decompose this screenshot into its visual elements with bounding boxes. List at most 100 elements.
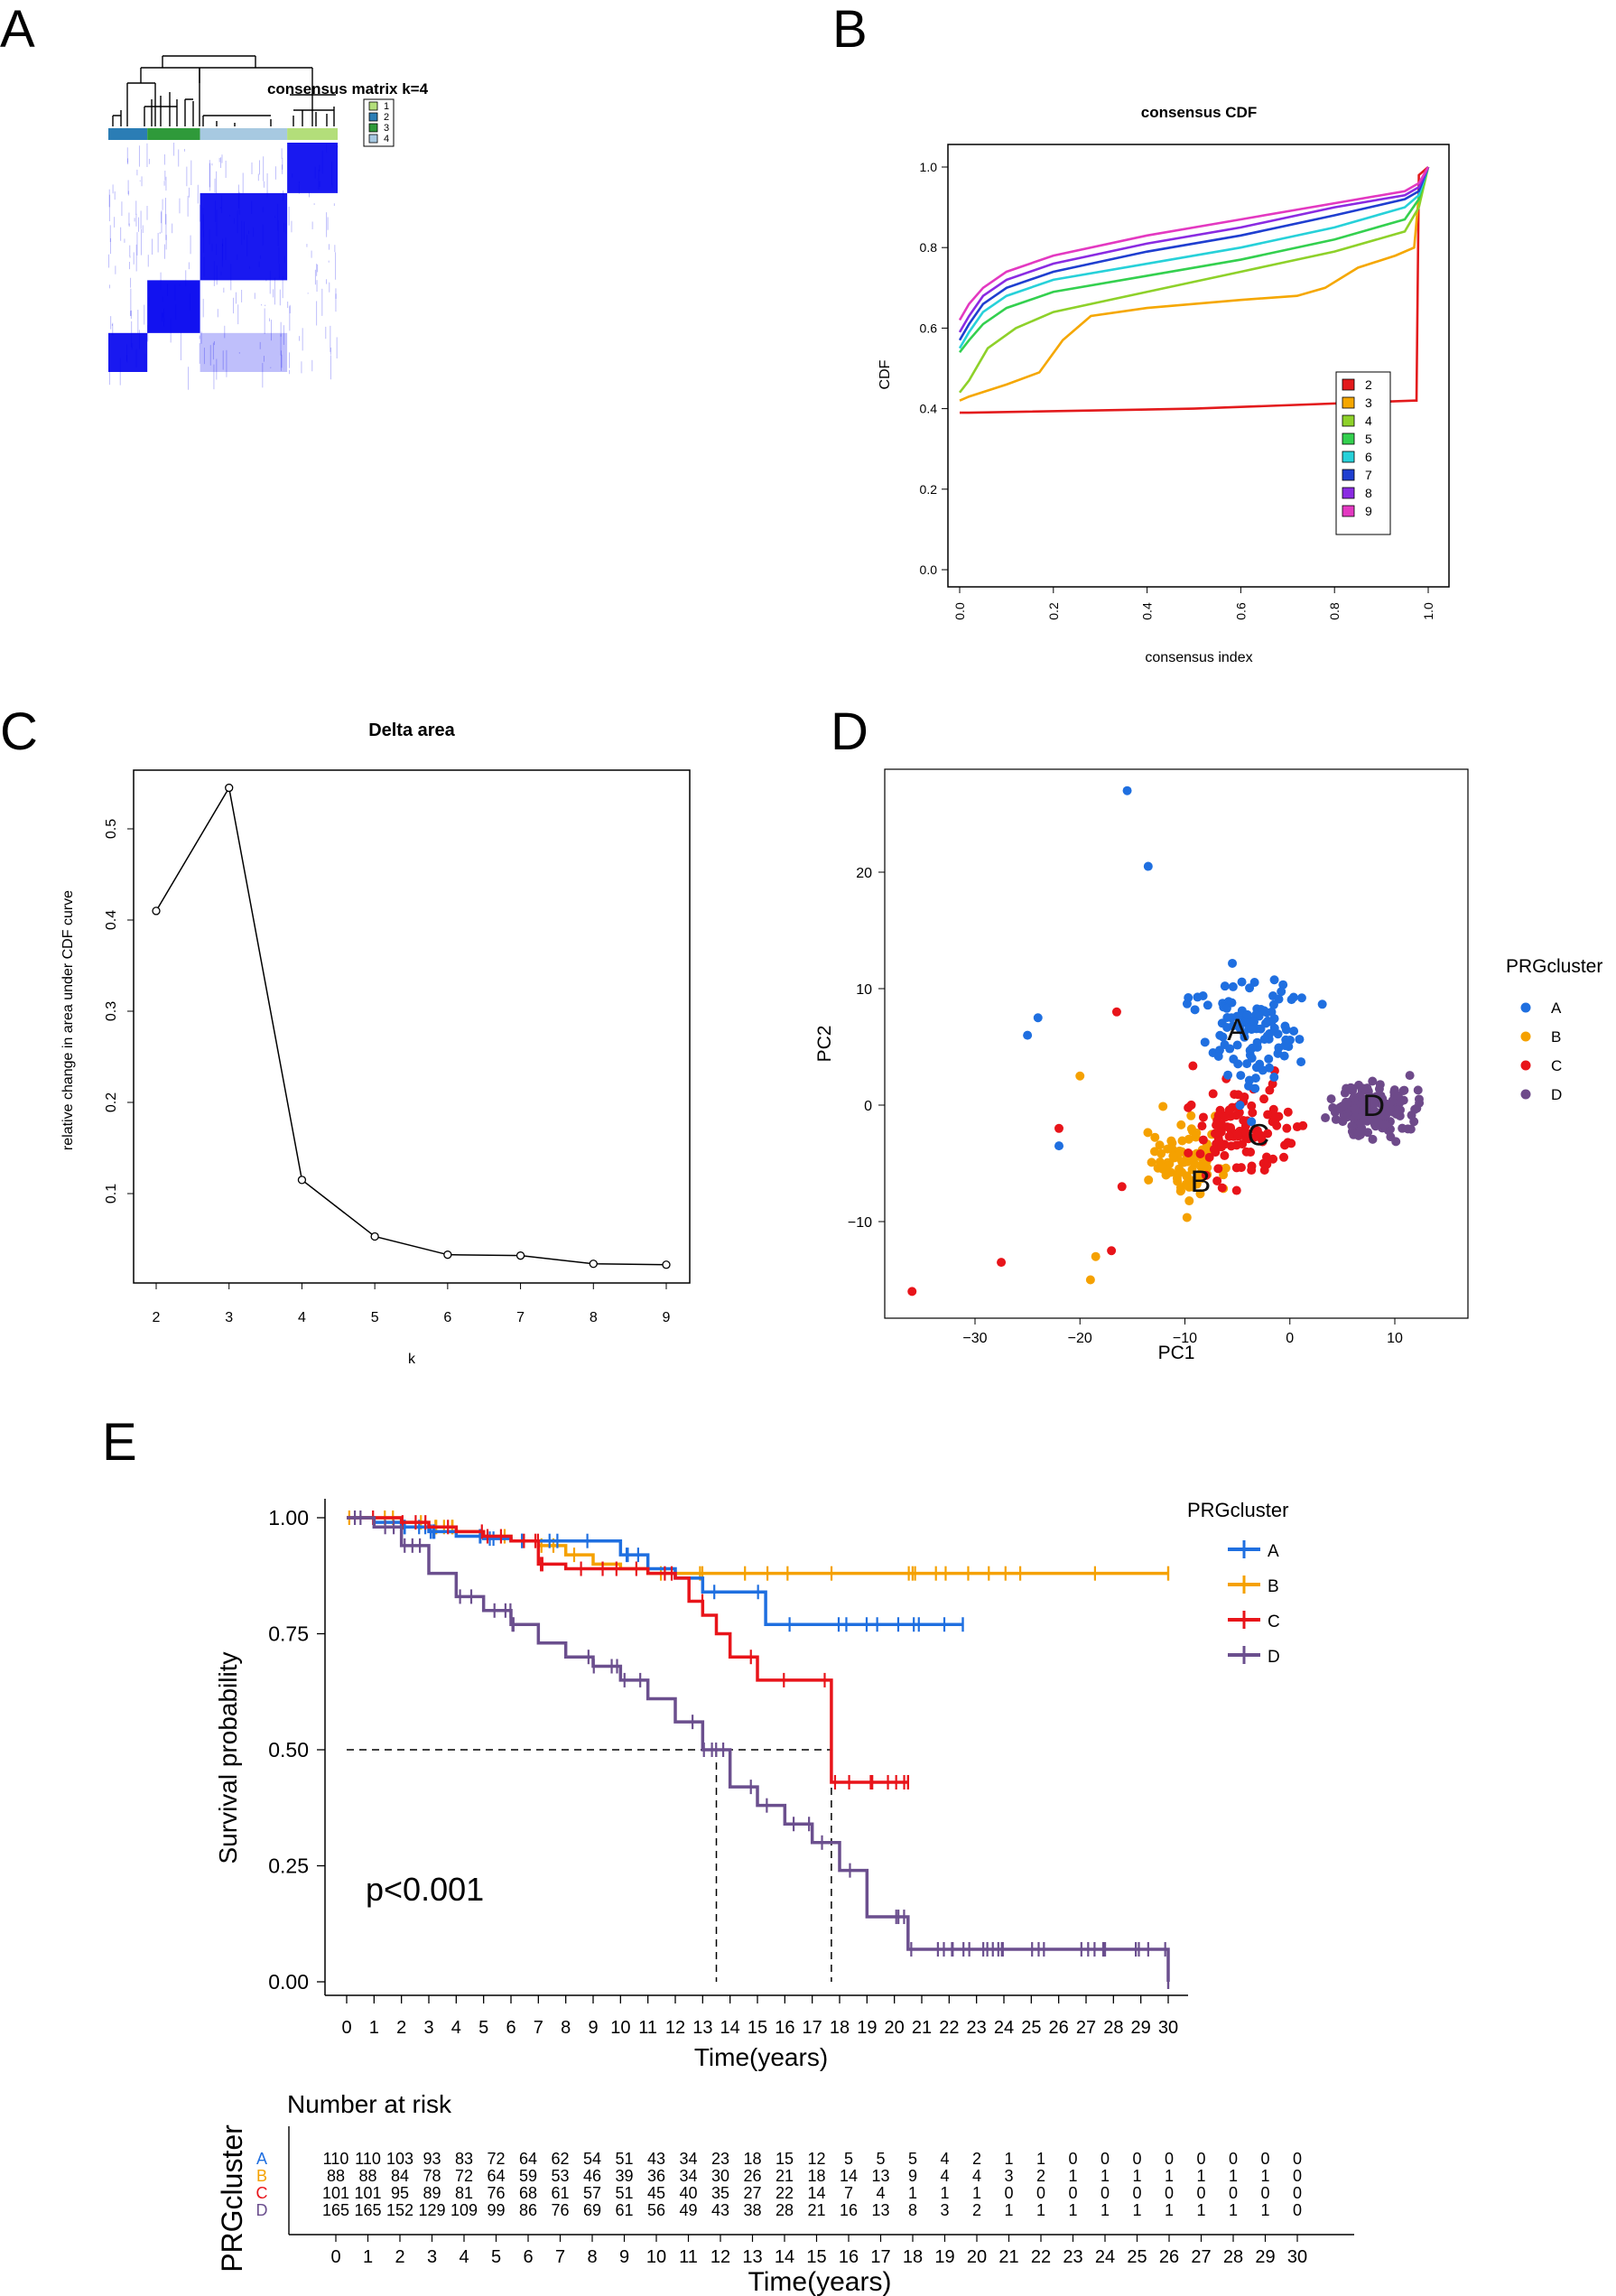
y-tick-label: 0.25 bbox=[268, 1854, 309, 1878]
y-tick-label: 0.5 bbox=[104, 819, 119, 839]
pca-point-C bbox=[1231, 1185, 1241, 1195]
matrix-noise bbox=[108, 189, 110, 208]
pca-point-A bbox=[1250, 1074, 1260, 1083]
pca-point-D bbox=[1328, 1102, 1338, 1112]
x-tick-label: 2 bbox=[153, 1310, 161, 1325]
pca-point-C bbox=[1234, 1108, 1244, 1118]
matrix-noise bbox=[127, 158, 129, 164]
risk-cell: 0 bbox=[1165, 2184, 1174, 2202]
matrix-noise bbox=[269, 318, 271, 322]
risk-cell: 0 bbox=[1229, 2184, 1238, 2202]
x-tick-label: 4 bbox=[298, 1310, 306, 1325]
risk-cell: 35 bbox=[711, 2184, 729, 2202]
risk-cell: 2 bbox=[1036, 2167, 1045, 2185]
x-tick-label: 28 bbox=[1103, 2018, 1123, 2038]
risk-cell: 51 bbox=[615, 2184, 633, 2202]
panel-b-title: consensus CDF bbox=[1141, 104, 1257, 121]
risk-cell: 36 bbox=[647, 2167, 665, 2185]
panel-c-series bbox=[152, 783, 671, 1269]
matrix-noise bbox=[140, 210, 142, 229]
dendrogram-branch bbox=[144, 92, 178, 126]
pca-point-C bbox=[1268, 1104, 1278, 1114]
pca-point-A bbox=[1317, 999, 1327, 1009]
pca-point-C bbox=[1212, 1120, 1221, 1130]
matrix-noise bbox=[108, 194, 110, 222]
risk-cell: 1 bbox=[1132, 2167, 1141, 2185]
matrix-noise bbox=[136, 232, 138, 256]
matrix-noise bbox=[121, 201, 123, 217]
matrix-noise bbox=[282, 164, 283, 174]
risk-cell: 1 bbox=[1196, 2201, 1205, 2219]
risk-cell: 0 bbox=[1196, 2150, 1205, 2168]
risk-cell: 18 bbox=[743, 2150, 761, 2168]
risk-table-body: A 110 110 103 93 83 72 64 62 54 51 43 34 23 18 15 12 5 5 5 4… bbox=[256, 2126, 1354, 2267]
matrix-noise bbox=[127, 191, 129, 196]
risk-cell: 4 bbox=[940, 2150, 949, 2168]
matrix-noise bbox=[163, 181, 165, 186]
pca-point-D bbox=[1355, 1128, 1365, 1138]
x-tick-label: 9 bbox=[588, 2018, 598, 2038]
risk-cell: 9 bbox=[908, 2167, 917, 2185]
risk-cell: 13 bbox=[871, 2167, 889, 2185]
risk-cell: 46 bbox=[583, 2167, 601, 2185]
risk-cell: 61 bbox=[551, 2184, 569, 2202]
matrix-noise bbox=[337, 145, 339, 148]
x-tick-label: 30 bbox=[1158, 2018, 1178, 2038]
pca-point-A bbox=[1288, 992, 1298, 1002]
risk-x-tick-label: 8 bbox=[587, 2247, 597, 2267]
pca-point-D bbox=[1415, 1098, 1425, 1108]
x-tick-label: 10 bbox=[610, 2018, 630, 2038]
matrix-noise bbox=[135, 200, 137, 215]
risk-cell: 34 bbox=[679, 2150, 697, 2168]
pca-point-A bbox=[1232, 1040, 1242, 1050]
risk-cell: 5 bbox=[908, 2150, 917, 2168]
risk-cell: 165 bbox=[354, 2201, 381, 2219]
legend-label-k5: 5 bbox=[1365, 432, 1372, 446]
matrix-noise bbox=[330, 347, 331, 355]
risk-cell: 84 bbox=[391, 2167, 409, 2185]
risk-cell: 0 bbox=[1068, 2184, 1077, 2202]
risk-cell: 14 bbox=[840, 2167, 858, 2185]
risk-cell: 1 bbox=[1260, 2201, 1269, 2219]
y-tick-label: 0.75 bbox=[268, 1622, 309, 1646]
dendrogram-branch bbox=[140, 67, 200, 83]
pca-point-D bbox=[1413, 1085, 1423, 1095]
pca-point-A bbox=[1223, 1070, 1233, 1080]
matrix-noise bbox=[226, 349, 228, 377]
risk-cell: 1 bbox=[1036, 2150, 1045, 2168]
legend-label-k6: 6 bbox=[1365, 450, 1372, 464]
risk-cell: 43 bbox=[711, 2201, 729, 2219]
legend-label-3: 3 bbox=[384, 123, 389, 134]
y-tick-label: −10 bbox=[848, 1215, 872, 1231]
matrix-noise bbox=[109, 225, 111, 242]
legend-dot-B bbox=[1520, 1031, 1531, 1042]
risk-cell: 95 bbox=[391, 2184, 409, 2202]
matrix-noise bbox=[127, 180, 129, 194]
pca-point-A bbox=[1280, 1021, 1290, 1031]
risk-cell: 2 bbox=[972, 2150, 981, 2168]
risk-cell: 88 bbox=[327, 2167, 345, 2185]
pca-point-C bbox=[1224, 1131, 1234, 1141]
matrix-noise bbox=[289, 304, 291, 314]
matrix-noise bbox=[130, 310, 132, 320]
matrix-noise bbox=[261, 303, 263, 306]
risk-x-tick-label: 18 bbox=[903, 2247, 923, 2267]
risk-x-tick-label: 9 bbox=[619, 2247, 629, 2267]
risk-cell: 129 bbox=[418, 2201, 445, 2219]
pca-point-A bbox=[1245, 983, 1255, 993]
pca-point-D bbox=[1407, 1111, 1416, 1120]
risk-cell: 1 bbox=[1229, 2167, 1238, 2185]
risk-cell: 1 bbox=[1229, 2201, 1238, 2219]
pca-point-A bbox=[1247, 1025, 1257, 1035]
pca-point-C bbox=[1283, 1107, 1293, 1117]
risk-cell: 165 bbox=[322, 2201, 349, 2219]
risk-cell: 21 bbox=[807, 2201, 825, 2219]
legend-label-B: B bbox=[1551, 1028, 1561, 1046]
matrix-noise bbox=[188, 187, 190, 198]
delta-area-point-k3 bbox=[225, 783, 234, 793]
panel-c-delta-area: Delta area 2 3 4 5 6 7 8 9 0.1 0.2 0.3 0.4 0.5 k rel… bbox=[60, 720, 691, 1367]
matrix-noise bbox=[333, 203, 335, 206]
pca-point-D bbox=[1326, 1094, 1336, 1104]
risk-cell: 16 bbox=[840, 2201, 858, 2219]
